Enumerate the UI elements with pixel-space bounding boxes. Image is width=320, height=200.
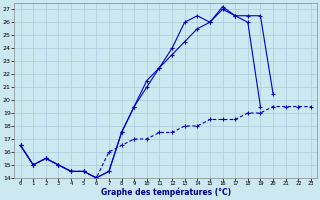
X-axis label: Graphe des températures (°C): Graphe des températures (°C) bbox=[101, 188, 231, 197]
